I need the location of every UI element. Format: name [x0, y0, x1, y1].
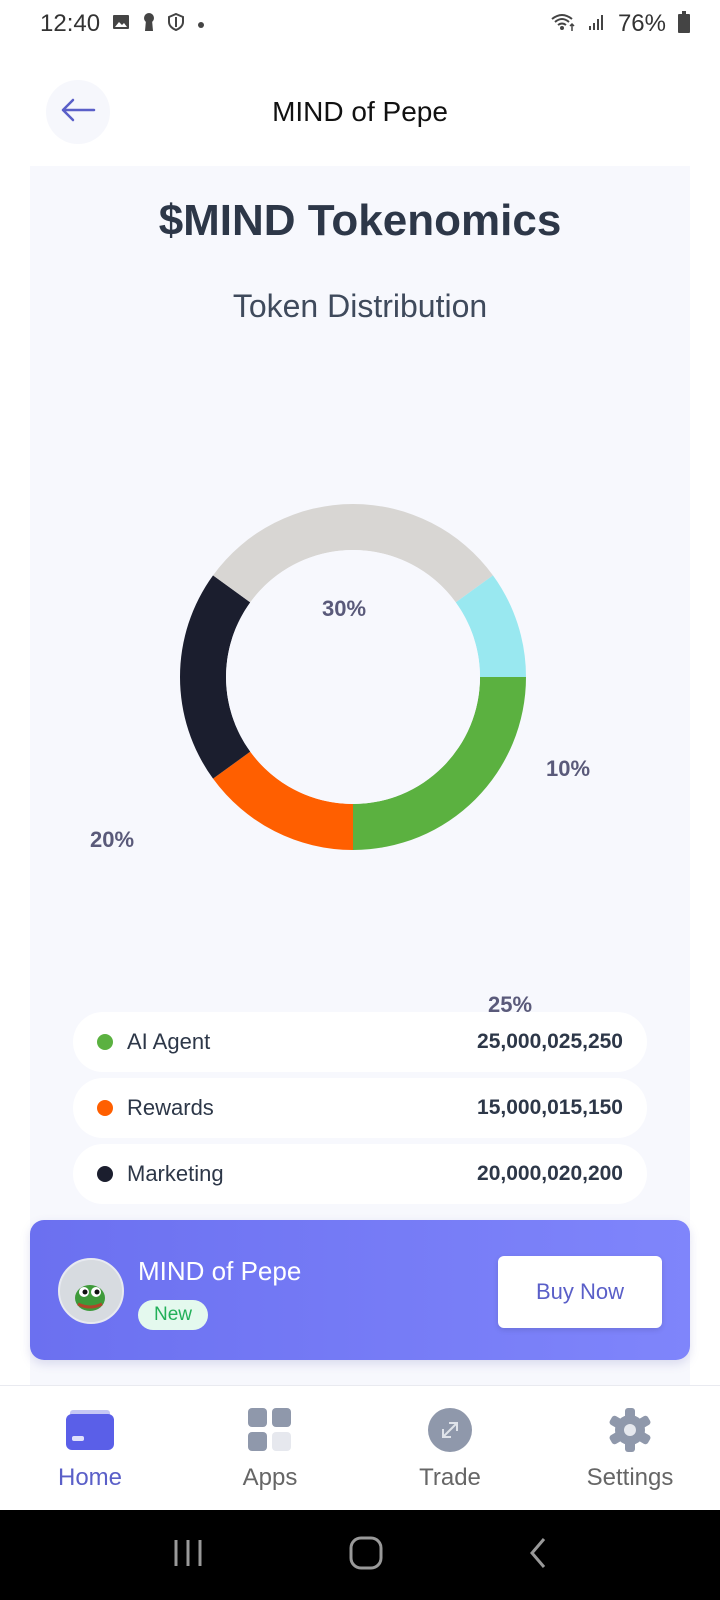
legend-name: Marketing [127, 1161, 224, 1186]
donut-segment [455, 575, 526, 677]
tokenomics-card: $MIND Tokenomics Token Distribution 30% … [30, 166, 690, 1386]
legend-value: 20,000,020,200 [477, 1162, 623, 1185]
gear-icon [606, 1406, 654, 1454]
donut-segment [213, 751, 353, 850]
arrow-left-icon [60, 98, 96, 127]
new-badge: New [138, 1300, 209, 1330]
nav-item-trade[interactable]: Trade [360, 1386, 540, 1510]
wifi-icon [550, 12, 576, 37]
status-left: 12:40 [40, 10, 206, 38]
shield-icon [168, 12, 185, 36]
legend-row-rewards: Rewards 15,000,015,150 [73, 1078, 647, 1138]
dot-icon [196, 14, 206, 35]
wallet-icon [66, 1406, 114, 1454]
nav-label: Settings [586, 1464, 674, 1491]
legend-row-marketing: Marketing 20,000,020,200 [73, 1144, 647, 1204]
recent-apps-button[interactable] [172, 1538, 204, 1573]
pct-label-gray: 30% [322, 596, 367, 621]
legend-name: AI Agent [127, 1029, 211, 1054]
pct-label-cyan: 10% [546, 756, 591, 781]
legend-dot-orange [97, 1100, 113, 1116]
status-bar: 12:40 76% [0, 0, 720, 48]
header: MIND of Pepe [0, 80, 720, 144]
pct-label-dark: 20% [90, 827, 135, 852]
nav-item-home[interactable]: Home [0, 1386, 180, 1510]
nav-item-settings[interactable]: Settings [540, 1386, 720, 1510]
nav-label: Trade [419, 1464, 481, 1491]
nav-label: Home [57, 1464, 123, 1491]
trade-arrows-icon [426, 1406, 474, 1454]
distribution-subtitle: Token Distribution [232, 288, 488, 324]
back-nav-button[interactable] [528, 1537, 548, 1574]
system-nav-bar [0, 1510, 720, 1600]
bottom-nav: Home Apps Trade Settings [0, 1385, 720, 1510]
donut-segment [180, 575, 251, 779]
back-button[interactable] [46, 80, 110, 144]
legend-dot-dark [97, 1166, 113, 1182]
legend-row-ai-agent: AI Agent 25,000,025,250 [73, 1012, 647, 1072]
promo-banner[interactable]: MIND of Pepe New Buy Now [30, 1220, 690, 1360]
apps-grid-icon [246, 1406, 294, 1454]
keyhole-icon [142, 12, 156, 37]
signal-icon [588, 13, 606, 36]
status-time: 12:40 [40, 10, 101, 37]
legend-list: AI Agent 25,000,025,250 Rewards 15,000,0… [73, 1012, 647, 1210]
battery-percent: 76% [617, 10, 666, 37]
donut-chart-svg [180, 504, 526, 850]
legend-value: 25,000,025,250 [477, 1030, 623, 1053]
token-avatar [58, 1258, 124, 1324]
legend-value: 15,000,015,150 [477, 1096, 623, 1119]
home-button[interactable] [349, 1536, 383, 1575]
battery-icon [678, 10, 690, 38]
status-right: 76% [550, 10, 690, 38]
nav-item-apps[interactable]: Apps [180, 1386, 360, 1510]
promo-token-name: MIND of Pepe [138, 1256, 302, 1286]
donut-segment [213, 504, 493, 603]
tokenomics-title: $MIND Tokenomics [158, 196, 562, 245]
page-title: MIND of Pepe [272, 96, 448, 127]
legend-name: Rewards [127, 1095, 214, 1120]
donut-segment [353, 677, 526, 850]
image-icon [112, 14, 130, 35]
nav-label: Apps [242, 1464, 298, 1491]
buy-now-button[interactable]: Buy Now [498, 1256, 662, 1328]
donut-chart: 30% 10% 20% 25% 15% [30, 416, 690, 1116]
legend-dot-green [97, 1034, 113, 1050]
